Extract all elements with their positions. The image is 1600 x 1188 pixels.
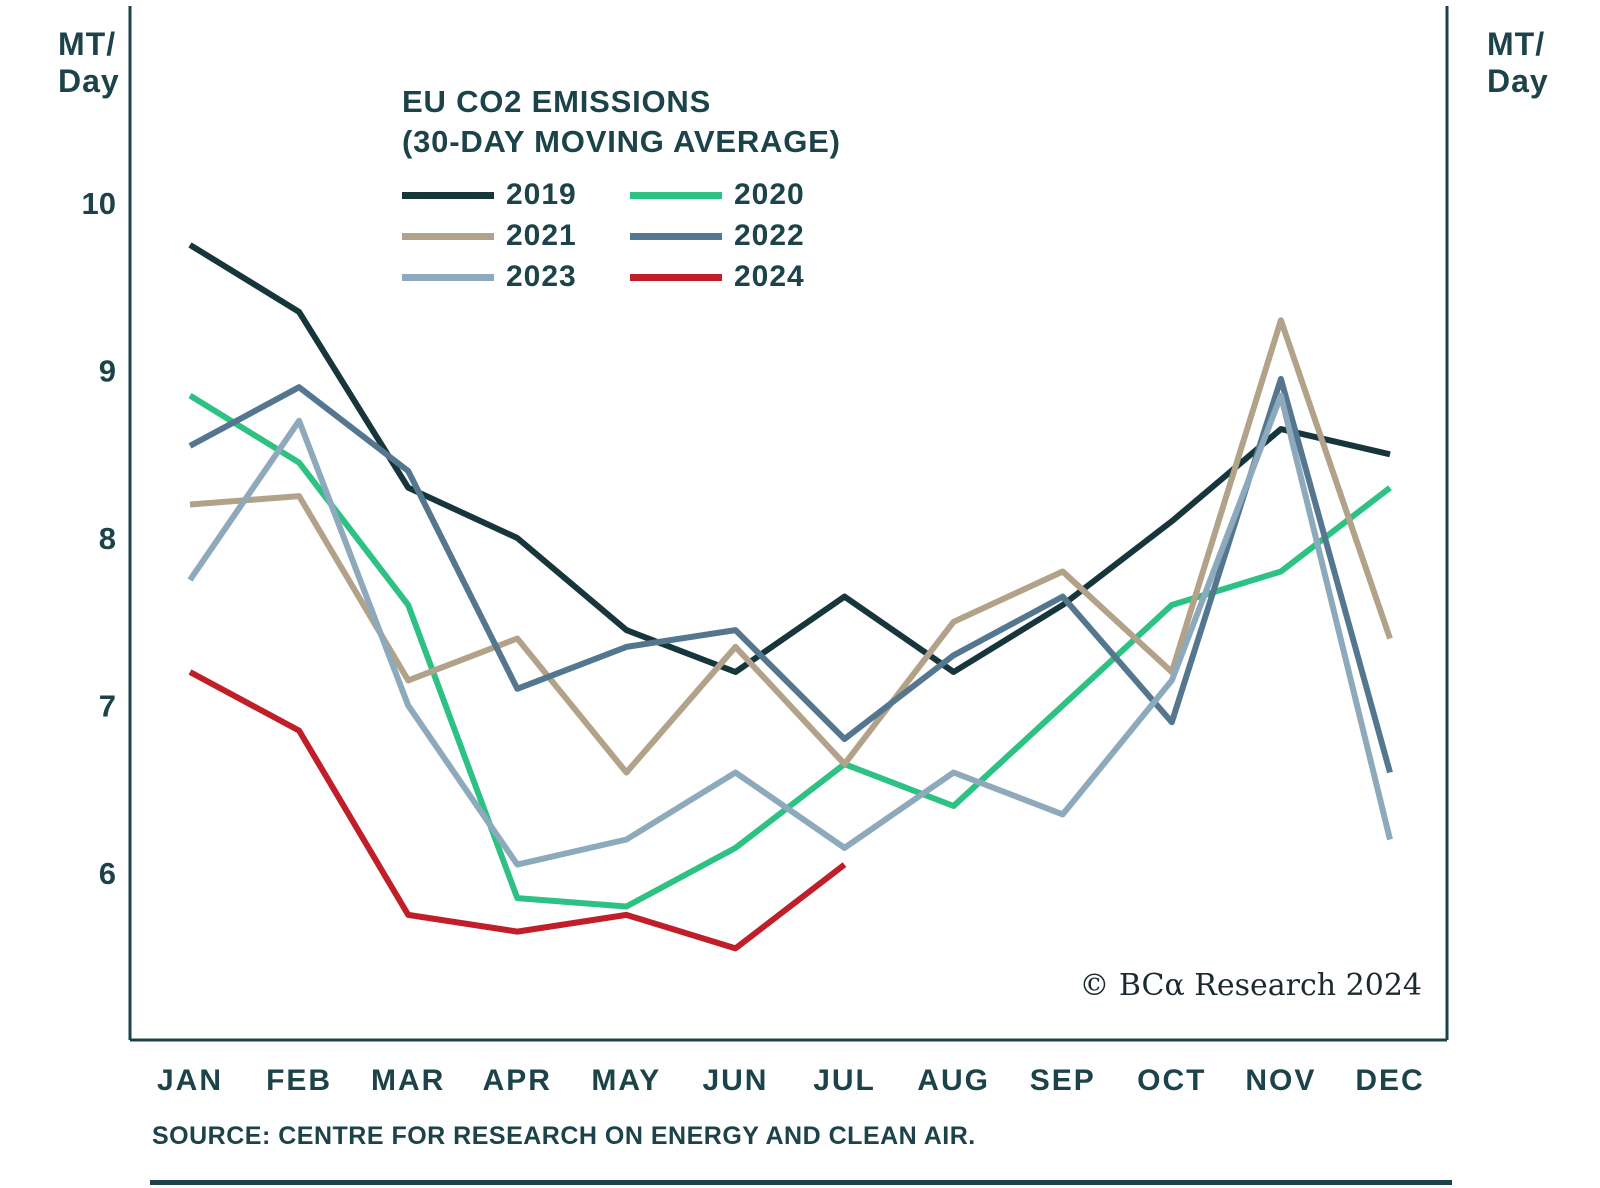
legend-label-2024: 2024 [734,260,805,293]
legend-item-2019: 2019 [402,176,630,214]
y-tick-label: 10 [82,186,116,221]
x-tick-label: MAY [591,1064,661,1097]
legend-label-2022: 2022 [734,219,805,252]
y-tick-label: 8 [99,521,116,556]
series-line-2020 [188,393,1392,910]
y-tick-label: 9 [99,354,116,389]
legend-label-2020: 2020 [734,178,805,211]
legend-swatch-2020 [630,191,722,199]
x-tick-label: MAR [371,1064,445,1097]
x-tick-label: DEC [1355,1064,1424,1097]
chart-title-block: EU CO2 EMISSIONS (30-DAY MOVING AVERAGE) [402,82,841,161]
x-tick-label: OCT [1137,1064,1206,1097]
series-line-2024 [188,669,847,952]
y-tick-label: 6 [99,856,116,891]
x-tick-label: JAN [157,1064,223,1097]
legend-swatch-2023 [402,273,494,281]
bottom-rule [150,1180,1452,1185]
legend-label-2019: 2019 [506,178,577,211]
chart-legend: 2019 2020 2021 2022 2023 2024 [402,176,858,296]
series-line-2022 [188,375,1393,774]
y-tick-label: 7 [99,689,116,724]
y-axis-unit-right: MT/ Day [1487,26,1549,99]
x-tick-label: APR [483,1064,552,1097]
x-tick-label: AUG [917,1064,990,1097]
legend-label-2021: 2021 [506,219,577,252]
x-tick-label: FEB [266,1064,332,1097]
legend-swatch-2021 [402,232,494,240]
legend-item-2022: 2022 [630,217,858,255]
y-axis-unit-left: MT/ Day [58,26,120,99]
chart-subtitle: (30-DAY MOVING AVERAGE) [402,123,841,159]
legend-swatch-2019 [402,191,494,199]
legend-item-2023: 2023 [402,258,630,296]
x-tick-label: JUL [813,1064,876,1097]
series-line-2021 [189,317,1393,776]
series-line-2023 [187,392,1393,868]
copyright-note: © BCα Research 2024 [1079,968,1422,1003]
legend-swatch-2024 [630,273,722,281]
x-tick-label: JUN [702,1064,768,1097]
legend-item-2020: 2020 [630,176,858,214]
x-tick-label: SEP [1030,1064,1096,1097]
chart-title: EU CO2 EMISSIONS [402,84,712,119]
legend-label-2023: 2023 [506,260,577,293]
source-note: SOURCE: CENTRE FOR RESEARCH ON ENERGY AN… [152,1122,976,1150]
x-tick-label: NOV [1245,1064,1316,1097]
legend-item-2021: 2021 [402,217,630,255]
legend-item-2024: 2024 [630,258,858,296]
legend-swatch-2022 [630,232,722,240]
